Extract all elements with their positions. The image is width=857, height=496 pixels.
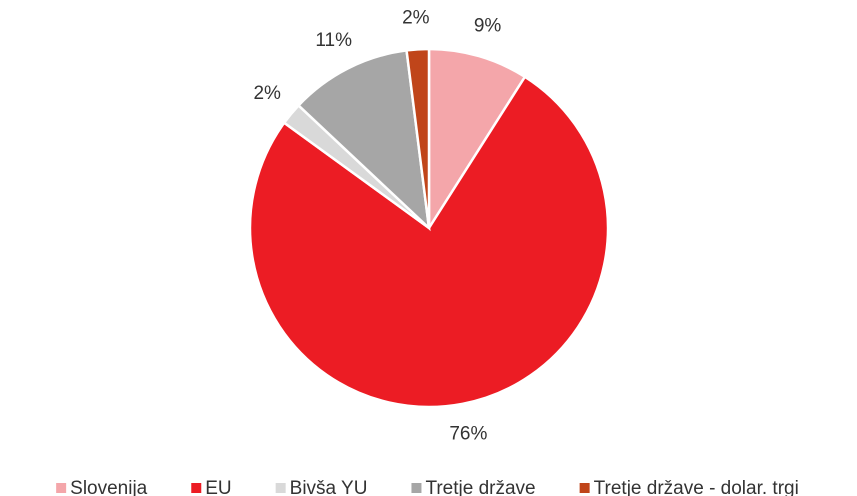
legend-label: Slovenija (70, 478, 148, 496)
pie-slice (248, 75, 610, 409)
legend-swatch (275, 483, 286, 493)
legend-swatch (579, 483, 590, 493)
legend-label: Tretje države (425, 478, 535, 496)
pie-slice (405, 47, 431, 229)
data-label: 2% (253, 83, 281, 104)
legend-swatch (411, 483, 422, 493)
pie-slice (427, 47, 527, 233)
legend-swatch (56, 483, 67, 493)
legend-label: Tretje države - dolar. trgi (594, 478, 799, 496)
data-label: 2% (402, 7, 430, 28)
legend-label: Bivša YU (290, 478, 368, 496)
pie-slice (296, 49, 431, 232)
data-label: 9% (474, 15, 502, 36)
data-label: 76% (449, 423, 487, 444)
data-label: 11% (315, 30, 352, 51)
legend-label: EU (205, 478, 231, 496)
legend-swatch (191, 483, 202, 493)
